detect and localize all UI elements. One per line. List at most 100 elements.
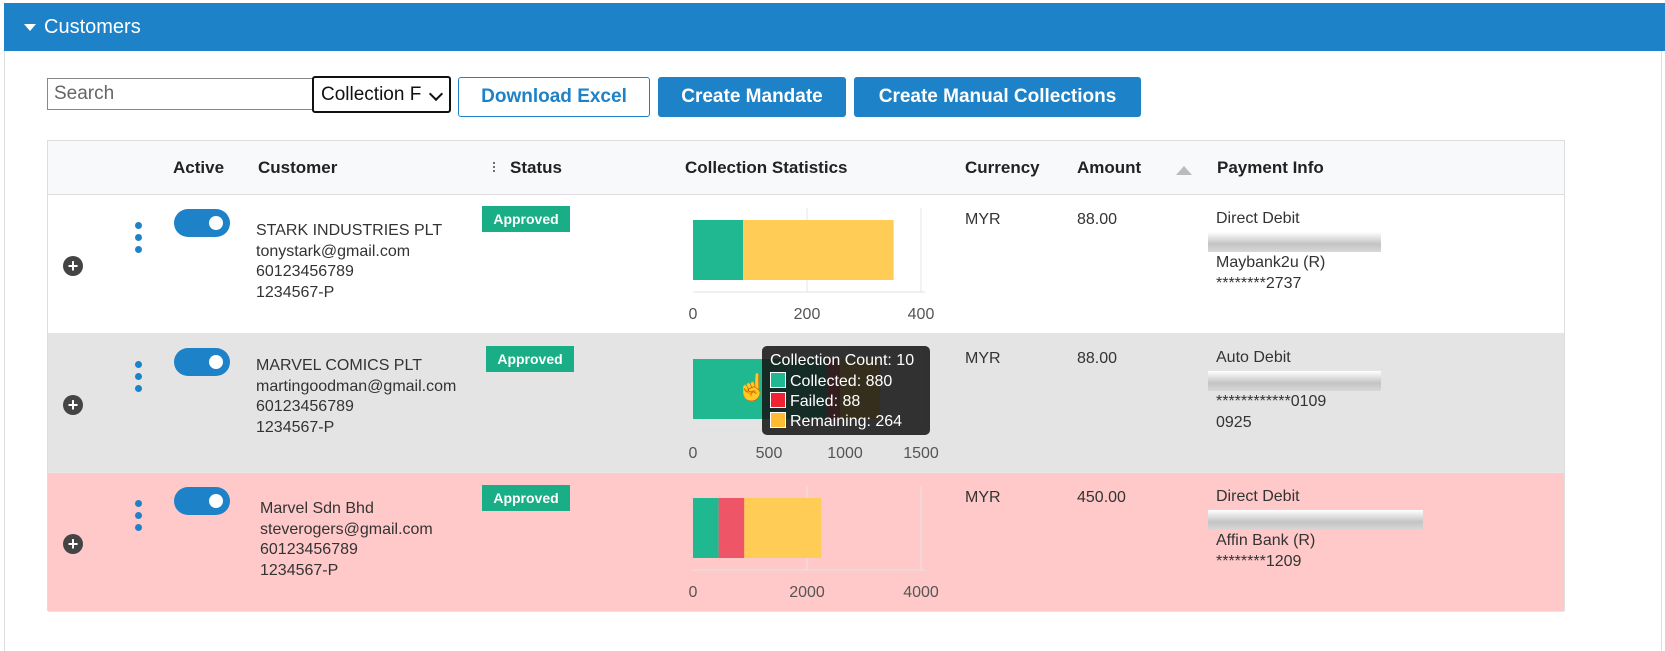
account-number: ********2737 — [1216, 275, 1302, 292]
status-badge: Approved — [486, 346, 574, 372]
active-toggle[interactable] — [174, 487, 230, 515]
x-tick-label: 2000 — [789, 584, 825, 601]
customer-name: Marvel Sdn Bhd — [260, 500, 374, 517]
collection-stats-chart: 0 2000 4000 — [689, 486, 939, 601]
customer-phone: 60123456789 — [260, 541, 358, 558]
tooltip-collected-text: Collected: 880 — [790, 373, 893, 390]
tooltip-failed-text: Failed: 88 — [790, 393, 861, 410]
failed-segment — [718, 498, 745, 558]
customer-email: tonystark@gmail.com — [256, 242, 411, 260]
x-tick-label: 0 — [689, 306, 698, 323]
expiry-value: 0925 — [1216, 414, 1252, 431]
customers-table: Active Customer Status Collection Statis… — [47, 140, 1565, 612]
column-header-active[interactable]: Active — [173, 158, 225, 177]
toggle-knob — [209, 494, 223, 508]
expand-row-icon[interactable]: + — [63, 256, 83, 276]
account-number: ********1209 — [1216, 553, 1302, 570]
customer-registration: 1234567-P — [260, 561, 339, 579]
download-excel-button[interactable]: Download Excel — [458, 77, 650, 117]
bank-name: Maybank2u (R) — [1216, 254, 1326, 271]
x-tick-label: 1500 — [903, 445, 939, 462]
status-badge: Approved — [482, 206, 570, 232]
column-header-amount[interactable]: Amount — [1077, 158, 1142, 177]
hand-pointer-icon: ☝ — [736, 372, 769, 402]
sort-up-icon[interactable] — [1176, 166, 1192, 175]
remaining-swatch — [770, 412, 786, 428]
tooltip-remaining-text: Remaining: 264 — [790, 413, 903, 430]
redacted-field — [1208, 232, 1381, 252]
column-header-customer[interactable]: Customer — [258, 158, 338, 177]
redacted-field — [1208, 371, 1381, 391]
chevron-down-icon — [428, 86, 444, 102]
x-tick-label: 0 — [689, 445, 698, 462]
amount-value: 88.00 — [1077, 350, 1118, 367]
x-tick-label: 4000 — [903, 584, 939, 601]
active-toggle[interactable] — [174, 348, 230, 376]
table-row: + STARK INDUSTRIES PLT tonystark@gmail.c… — [48, 195, 1564, 334]
collected-segment — [693, 220, 744, 280]
customer-info: Marvel Sdn Bhd steverogers@gmail.com 601… — [260, 499, 433, 581]
customer-info: STARK INDUSTRIES PLT tonystark@gmail.com… — [256, 221, 442, 303]
customer-phone: 60123456789 — [256, 398, 354, 415]
customer-name: MARVEL COMICS PLT — [256, 357, 422, 374]
x-tick-label: 200 — [794, 306, 821, 323]
redacted-field — [1208, 510, 1423, 530]
x-tick-label: 0 — [689, 584, 698, 601]
bank-name: Affin Bank (R) — [1216, 532, 1316, 549]
customer-phone: 60123456789 — [256, 263, 354, 280]
tooltip-collected: Collected: 880 — [770, 372, 892, 391]
x-tick-label: 500 — [756, 445, 783, 462]
expand-row-icon[interactable]: + — [63, 534, 83, 554]
create-manual-collections-button[interactable]: Create Manual Collections — [854, 77, 1141, 117]
column-header-payment-info[interactable]: Payment Info — [1217, 158, 1324, 177]
panel-body — [4, 51, 1662, 651]
customer-email: martingoodman@gmail.com — [256, 377, 457, 395]
column-header-collection-statistics[interactable]: Collection Statistics — [685, 158, 848, 177]
currency-value: MYR — [965, 350, 1001, 367]
customer-name: STARK INDUSTRIES PLT — [256, 222, 443, 239]
customer-registration: 1234567-P — [256, 418, 335, 436]
currency-value: MYR — [965, 489, 1001, 506]
row-actions-icon[interactable] — [135, 361, 143, 397]
select-value: Collection F — [321, 83, 422, 105]
row-actions-icon[interactable] — [135, 222, 143, 258]
status-badge: Approved — [482, 485, 570, 511]
remaining-segment — [743, 220, 894, 280]
expand-row-icon[interactable]: + — [63, 395, 83, 415]
collected-swatch — [770, 372, 786, 388]
table-header: Active Customer Status Collection Statis… — [48, 141, 1564, 195]
failed-swatch — [770, 392, 786, 408]
amount-value: 450.00 — [1077, 489, 1126, 506]
row-actions-icon[interactable] — [135, 500, 143, 536]
payment-method: Direct Debit — [1216, 488, 1300, 505]
collected-segment — [693, 498, 719, 558]
toggle-knob — [209, 355, 223, 369]
x-tick-label: 1000 — [827, 445, 863, 462]
currency-value: MYR — [965, 211, 1001, 228]
column-menu-icon[interactable] — [493, 162, 496, 174]
tooltip-title: Collection Count: 10 — [770, 352, 915, 369]
create-mandate-button[interactable]: Create Mandate — [658, 77, 846, 117]
amount-value: 88.00 — [1077, 211, 1118, 228]
active-toggle[interactable] — [174, 209, 230, 237]
panel-title: Customers — [44, 15, 141, 38]
account-number: ************0109 — [1216, 393, 1327, 410]
customer-info: MARVEL COMICS PLT martingoodman@gmail.co… — [256, 356, 456, 438]
tooltip-failed: Failed: 88 — [770, 392, 860, 411]
payment-method: Auto Debit — [1216, 349, 1291, 366]
customer-email: steverogers@gmail.com — [260, 520, 433, 538]
x-tick-label: 400 — [908, 306, 935, 323]
column-header-currency[interactable]: Currency — [965, 158, 1040, 177]
table-row: + Marvel Sdn Bhd steverogers@gmail.com 6… — [48, 473, 1564, 612]
customers-panel-header[interactable]: Customers — [4, 3, 1665, 51]
collection-stats-chart: 0 200 400 — [689, 208, 935, 323]
caret-down-icon — [24, 23, 36, 31]
toggle-knob — [209, 216, 223, 230]
customer-registration: 1234567-P — [256, 283, 335, 301]
payment-method: Direct Debit — [1216, 210, 1300, 227]
search-input[interactable] — [47, 78, 313, 110]
collection-filter-select[interactable]: Collection F — [312, 76, 451, 113]
tooltip-remaining: Remaining: 264 — [770, 412, 902, 431]
remaining-segment — [744, 498, 822, 558]
column-header-status[interactable]: Status — [510, 158, 562, 177]
